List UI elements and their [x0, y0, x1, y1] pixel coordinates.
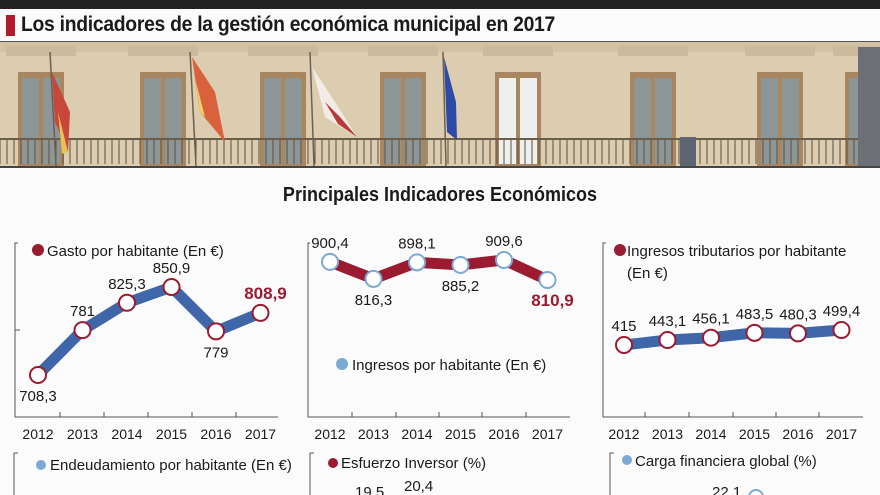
data-point: [118, 293, 136, 312]
chart-esfuerzo-inversor: Esfuerzo Inversor (%) 19,5 20,4: [309, 452, 486, 495]
x-tick-label: 2014: [401, 426, 432, 442]
chart-endeudamiento: Endeudamiento por habitante (En €): [13, 452, 292, 495]
data-label: 900,4: [311, 235, 349, 252]
data-point: [658, 331, 677, 350]
data-label: 443,1: [649, 313, 687, 330]
data-point: [29, 366, 47, 384]
data-label: 825,3: [108, 276, 146, 293]
data-point: [748, 489, 764, 495]
data-label: 810,9: [531, 291, 574, 310]
data-label: 909,6: [485, 233, 523, 250]
data-point: [321, 252, 339, 271]
data-point: [745, 323, 764, 342]
data-point: [364, 269, 383, 288]
data-label: 415: [611, 318, 636, 335]
data-point: [538, 271, 557, 289]
chart-title-line2: (En €): [627, 265, 668, 282]
data-point: [832, 321, 851, 339]
x-tick-label: 2013: [67, 426, 98, 442]
data-point: [702, 328, 720, 347]
x-tick-label: 2015: [156, 426, 187, 442]
chart-gasto-por-habitante: Gasto por habitante (En €) 708,3 781 825,3…: [14, 242, 287, 442]
x-tick-label: 2012: [608, 426, 639, 442]
x-tick-label: 2016: [488, 426, 519, 442]
data-label: 456,1: [692, 311, 730, 328]
x-tick-label: 2012: [314, 426, 345, 442]
x-tick-label: 2015: [739, 426, 770, 442]
legend-dot: [614, 244, 626, 256]
x-tick-label: 2012: [22, 426, 53, 442]
data-point: [408, 253, 426, 272]
legend-dot: [32, 244, 44, 256]
x-tick-label: 2016: [200, 426, 231, 442]
facade-illustration: [0, 42, 880, 166]
legend-dot: [622, 455, 632, 465]
data-label: 885,2: [442, 278, 480, 295]
data-point: [789, 324, 807, 343]
data-point: [207, 322, 225, 341]
headline: Los indicadores de la gestión económica …: [6, 11, 601, 39]
data-label: 22,1: [712, 484, 741, 495]
legend-dot: [328, 458, 338, 468]
x-tick-label: 2014: [695, 426, 726, 442]
series-line: [327, 254, 550, 285]
headline-text: Los indicadores de la gestión económica …: [21, 13, 555, 36]
data-point: [615, 336, 633, 354]
data-point: [495, 251, 513, 269]
chart-title: Gasto por habitante (En €): [47, 243, 224, 260]
chart-title: Endeudamiento por habitante (En €): [50, 457, 292, 474]
data-label: 499,4: [823, 303, 861, 320]
chart-ingresos-tributarios: Ingresos tributarios por habitante (En €…: [602, 242, 863, 442]
top-bar: [0, 0, 880, 9]
chart-carga-financiera: Carga financiera global (%) 22,1: [609, 452, 817, 495]
data-point: [162, 278, 181, 296]
data-point: [251, 303, 270, 322]
data-point: [73, 321, 92, 340]
x-tick-label: 2015: [445, 426, 476, 442]
x-tick-label: 2016: [782, 426, 813, 442]
chart-ingresos-por-habitante: Ingresos por habitante (En €) 900,4 816,3…: [307, 233, 574, 442]
x-tick-label: 2017: [532, 426, 563, 442]
data-label: 480,3: [779, 306, 817, 323]
city-hall-photo: [0, 41, 880, 168]
legend-dot: [336, 358, 348, 370]
data-label: 483,5: [736, 306, 774, 323]
section-title: Principales Indicadores Económicos: [282, 184, 598, 206]
x-tick-label: 2013: [652, 426, 683, 442]
x-tick-label: 2017: [245, 426, 276, 442]
data-label: 779: [203, 344, 228, 361]
data-label: 19,5: [355, 484, 384, 495]
chart-title: Carga financiera global (%): [635, 453, 817, 470]
chart-title: Esfuerzo Inversor (%): [341, 455, 486, 472]
chart-title: Ingresos tributarios por habitante: [627, 243, 846, 260]
data-label: 20,4: [404, 478, 433, 495]
chart-title: Ingresos por habitante (En €): [352, 357, 546, 374]
x-tick-label: 2017: [826, 426, 857, 442]
data-label: 850,9: [153, 260, 191, 277]
headline-marker: [6, 14, 15, 36]
data-label: 898,1: [398, 235, 436, 252]
x-tick-label: 2013: [358, 426, 389, 442]
data-label: 816,3: [355, 292, 393, 309]
data-label: 781: [70, 303, 95, 320]
data-label: 808,9: [244, 284, 287, 303]
series-line: [623, 324, 842, 351]
data-label: 708,3: [19, 388, 57, 405]
legend-dot: [36, 460, 46, 470]
x-tick-label: 2014: [111, 426, 142, 442]
series-line: [34, 281, 263, 379]
data-point: [451, 255, 470, 274]
